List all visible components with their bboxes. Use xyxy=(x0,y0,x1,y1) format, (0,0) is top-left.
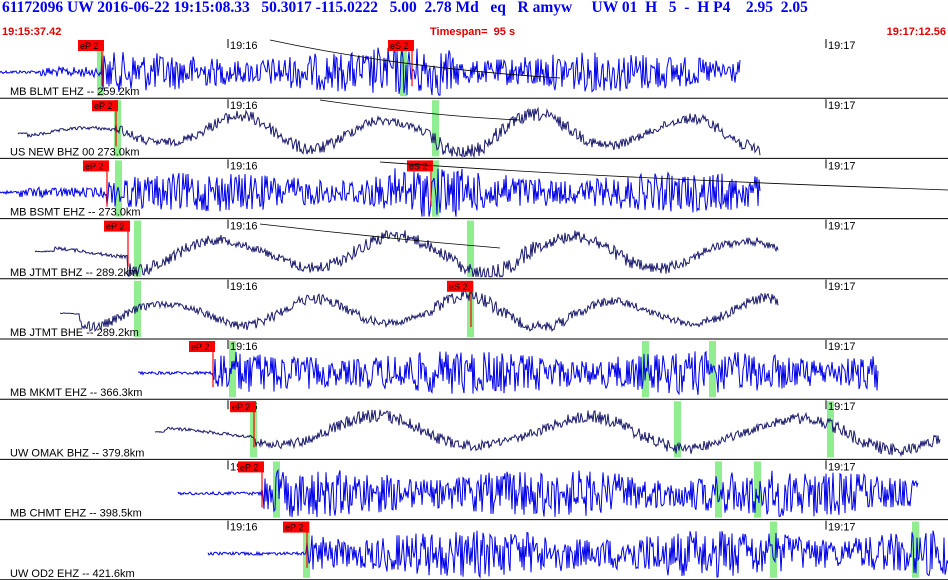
event-summary-title: 61172096 UW 2016-06-22 19:15:08.33 50.30… xyxy=(2,0,808,16)
p-pick-flag[interactable] xyxy=(189,341,215,352)
window-end-time: 19:17:12.56 xyxy=(886,26,946,38)
phase-window-marker xyxy=(715,461,722,518)
station-label: MB JTMT BHE -- 289.2km xyxy=(10,327,139,339)
time-tick-label: 19:17 xyxy=(828,401,856,413)
time-tick-label: 19:17 xyxy=(828,40,856,52)
s-pick-label: eS 2 xyxy=(409,161,428,171)
waveform-trace xyxy=(0,168,761,217)
trace-row[interactable]: 19:16 19:17 eP 2 eS 2 MB BLMT EHZ -- 259.2km xyxy=(0,39,948,99)
s-pick-flag[interactable] xyxy=(388,40,414,51)
phase-window-marker xyxy=(432,100,439,157)
trace-row[interactable]: 19:16 19:17 eP 2 MB MKMT EHZ -- 366.3km xyxy=(0,340,948,400)
s-pick-label: eS 2 xyxy=(390,41,409,51)
window-start-time: 19:15:37.42 xyxy=(2,26,62,38)
p-pick-flag[interactable] xyxy=(78,40,104,51)
p-pick-label: eP 2 xyxy=(285,523,303,533)
station-label: UW OD2 EHZ -- 421.6km xyxy=(10,568,135,580)
trace-row[interactable]: 19:16 19:17 eP 2 MB JTMT BHZ -- 289.2km xyxy=(0,219,948,280)
station-label: MB JTMT BHZ -- 289.2km xyxy=(10,267,138,279)
phase-window-marker xyxy=(467,220,474,277)
travel-time-curve xyxy=(269,39,561,79)
p-pick-label: eP 2 xyxy=(80,41,98,51)
p-pick-flag[interactable] xyxy=(104,220,130,232)
travel-time-curve xyxy=(259,223,501,249)
station-label: MB BSMT EHZ -- 273.0km xyxy=(10,207,141,219)
waveform-trace xyxy=(0,47,741,96)
s-pick-flag[interactable] xyxy=(447,280,473,292)
time-tick-label: 19:16 xyxy=(230,221,258,233)
p-pick-label: eP 2 xyxy=(85,161,103,171)
time-tick-label: 19:17 xyxy=(828,461,856,473)
phase-window-marker xyxy=(754,461,761,518)
phase-window-marker xyxy=(273,461,280,518)
seismogram-panel[interactable]: 19:16 19:17 eP 2 eS 2 MB BLMT EHZ -- 259.2km… xyxy=(0,38,948,580)
p-pick-flag[interactable] xyxy=(238,461,264,473)
phase-window-marker xyxy=(114,100,121,157)
waveform-trace xyxy=(154,409,941,458)
time-tick-label: 19:16 xyxy=(230,341,258,353)
phase-window-marker xyxy=(827,401,834,458)
travel-time-curve xyxy=(319,99,521,121)
time-tick-label: 19:17 xyxy=(828,341,856,353)
phase-window-marker xyxy=(134,220,141,277)
time-tick-label: 19:16 xyxy=(230,281,258,293)
trace-row[interactable]: 19:16 19:17 eP 2 UW OD2 EHZ -- 421.6km xyxy=(0,520,948,580)
waveform-trace xyxy=(177,468,919,518)
time-tick-label: 19:16 xyxy=(230,522,258,534)
phase-window-marker xyxy=(770,521,777,578)
time-tick-label: 19:17 xyxy=(828,522,856,534)
time-tick-label: 19:17 xyxy=(828,160,856,172)
p-pick-flag[interactable] xyxy=(83,160,109,172)
waveform-trace xyxy=(17,106,761,159)
trace-row[interactable]: 19:16 19:17 eP 2 US NEW BHZ 00 273.0km xyxy=(0,99,948,159)
p-pick-label: eP 2 xyxy=(232,402,250,412)
p-pick-flag[interactable] xyxy=(230,401,256,413)
timespan-readout: Timespan= 95 s xyxy=(430,26,516,38)
station-label: MB BLMT EHZ -- 259.2km xyxy=(10,86,139,98)
trace-row[interactable]: 19:16 19:17 eS 2 MB JTMT BHE -- 289.2km xyxy=(0,279,948,340)
trace-row[interactable]: 19:16 19:17 eP 2 eS 2 MB BSMT EHZ -- 273.0km xyxy=(0,159,948,220)
phase-window-marker xyxy=(674,401,681,458)
station-label: MB CHMT EHZ -- 398.5km xyxy=(10,508,142,520)
p-pick-label: eP 2 xyxy=(191,342,209,352)
time-tick-label: 19:17 xyxy=(828,281,856,293)
s-pick-flag[interactable] xyxy=(407,160,433,172)
time-tick-label: 19:16 xyxy=(230,100,258,112)
phase-window-marker xyxy=(912,521,919,578)
waveform-trace xyxy=(138,350,879,396)
station-label: UW OMAK BHZ -- 379.8km xyxy=(10,447,144,459)
event-header: 61172096 UW 2016-06-22 19:15:08.33 50.30… xyxy=(0,0,948,38)
p-pick-label: eP 2 xyxy=(240,462,258,472)
waveform-trace xyxy=(59,289,779,333)
station-label: US NEW BHZ 00 273.0km xyxy=(10,146,140,158)
p-pick-flag[interactable] xyxy=(92,100,118,112)
phase-window-marker xyxy=(97,40,104,97)
s-pick-label: eS 2 xyxy=(449,282,468,292)
p-pick-label: eP 2 xyxy=(106,222,124,232)
station-label: MB MKMT EHZ -- 366.3km xyxy=(10,387,142,399)
time-tick-label: 19:17 xyxy=(828,221,856,233)
travel-time-curve xyxy=(379,161,948,191)
p-pick-label: eP 2 xyxy=(94,101,112,111)
time-tick-label: 19:17 xyxy=(828,100,856,112)
waveform-trace xyxy=(207,530,948,579)
p-pick-flag[interactable] xyxy=(283,521,309,533)
time-tick-label: 19:16 xyxy=(230,160,258,172)
waveform-trace xyxy=(34,230,779,278)
time-tick-label: 19:16 xyxy=(230,40,258,52)
